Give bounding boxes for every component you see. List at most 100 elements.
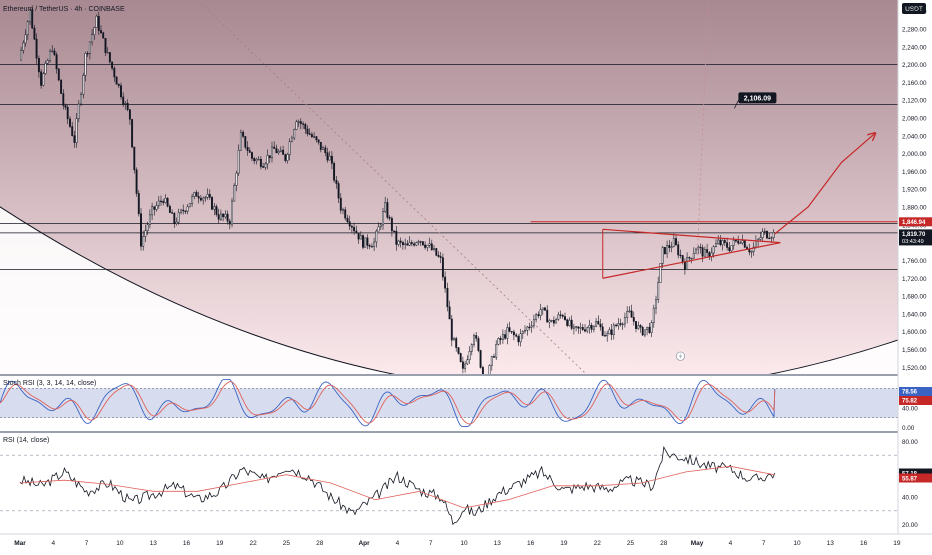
candle-up	[359, 235, 362, 240]
candle-down	[610, 329, 613, 335]
time-axis-background	[0, 534, 932, 550]
candle-down	[512, 331, 515, 336]
candle-down	[71, 126, 74, 136]
candle-down	[153, 206, 156, 210]
candle-up	[750, 251, 753, 253]
candle-up	[188, 203, 191, 208]
price-badge	[899, 217, 932, 227]
candle-up	[239, 131, 242, 151]
candle-down	[599, 323, 602, 328]
price-tick-label: 1,640.00	[902, 311, 927, 318]
candle-up	[191, 196, 194, 204]
candle-up	[224, 213, 227, 218]
candle-up	[623, 317, 626, 325]
candle-down	[768, 237, 771, 240]
candle-up	[291, 137, 293, 142]
candle-up	[279, 149, 282, 152]
stoch-rsi-tick-label: 40.00	[902, 405, 918, 412]
candle-down	[242, 131, 245, 137]
price-tick-label: 2,280.00	[902, 26, 927, 33]
candle-down	[368, 245, 371, 247]
candle-down	[306, 128, 309, 134]
price-tick-label: 2,320.00	[902, 9, 927, 16]
price-tick-label: 1,600.00	[902, 329, 927, 336]
time-tick-label: May	[691, 540, 704, 547]
candle-up	[213, 206, 216, 210]
time-tick-label: 13	[494, 540, 502, 547]
rsi-label: RSI (14, close)	[3, 437, 49, 444]
candle-down	[444, 276, 447, 289]
price-tick-label: 2,120.00	[902, 98, 927, 105]
candle-down	[410, 242, 413, 245]
candle-up	[652, 307, 655, 323]
stoch-d-line	[0, 381, 776, 425]
candle-down	[632, 317, 635, 322]
candle-down	[86, 53, 89, 55]
candle-down	[564, 316, 566, 321]
candle-down	[33, 27, 36, 40]
time-tick-label: 10	[460, 540, 468, 547]
candle-down	[552, 320, 555, 324]
candle-down	[304, 124, 307, 130]
candle-up	[164, 197, 167, 203]
candle-down	[681, 255, 684, 263]
candle-down	[537, 314, 540, 317]
rsi-tick-label: 40.00	[902, 494, 918, 501]
candle-up	[730, 245, 733, 251]
price-axis[interactable]: USDT 1,520.00 1,560.00 1,600.00 1,640.00 1,6…	[897, 0, 932, 534]
stoch-rsi-badges: 78.56 75.82	[899, 387, 932, 405]
candle-down	[679, 254, 682, 257]
time-tick-label: 28	[660, 540, 668, 547]
price-tick-label: 1,880.00	[902, 205, 927, 212]
candle-down	[419, 241, 422, 243]
candle-down	[597, 321, 600, 325]
candle-down	[97, 15, 100, 31]
candle-down	[366, 237, 369, 246]
candlesticks	[20, 5, 775, 374]
candle-up	[721, 240, 724, 245]
candle-up	[88, 41, 91, 54]
candle-up	[524, 330, 526, 332]
stoch-rsi-pane[interactable]	[0, 376, 898, 430]
candle-up	[557, 314, 560, 320]
candle-down	[601, 326, 604, 336]
price-badge-label: 1,819.70	[902, 232, 926, 238]
candle-up	[539, 309, 542, 316]
triangle-lower-edge	[602, 242, 781, 279]
candle-down	[246, 146, 249, 151]
candle-down	[337, 183, 340, 199]
candle-down	[386, 202, 389, 218]
candle-down	[635, 321, 637, 329]
candle-up	[106, 52, 109, 54]
candle-down	[604, 335, 606, 337]
candle-down	[641, 326, 644, 336]
time-axis[interactable]: Mar 4 7 10 13 16 19 22 25 28 Apr 4 7 10 13 16 19 22 25 28 Ma…	[0, 533, 932, 550]
candle-up	[470, 344, 473, 352]
price-pane[interactable]: 2,106.09	[0, 0, 898, 396]
time-tick-label: 16	[860, 540, 868, 547]
candle-up	[146, 224, 149, 231]
candle-down	[111, 61, 114, 69]
currency-badge[interactable]	[902, 3, 926, 14]
candle-up	[650, 322, 653, 333]
price-tick-label: 1,720.00	[902, 276, 927, 283]
symbol-label: Ethereum / TetherUS · 4h · COINBASE	[3, 6, 125, 13]
rsi-badge-label: 55.87	[902, 476, 918, 482]
candle-down	[228, 220, 231, 225]
candle-up	[608, 329, 611, 335]
candle-down	[421, 241, 424, 246]
candle-down	[308, 133, 311, 135]
candle-up	[22, 42, 25, 51]
candle-up	[44, 63, 47, 74]
candle-up	[592, 325, 595, 330]
candle-up	[686, 257, 689, 270]
candle-up	[739, 242, 742, 244]
time-tick-label: 13	[827, 540, 835, 547]
target-label: 2,106.09	[744, 95, 771, 102]
time-tick-label: 22	[594, 540, 602, 547]
rsi-pane[interactable]	[0, 433, 898, 533]
candle-up	[626, 311, 629, 318]
stoch-rsi-ticks: 0.00 40.00	[902, 405, 918, 432]
candle-down	[701, 247, 704, 257]
